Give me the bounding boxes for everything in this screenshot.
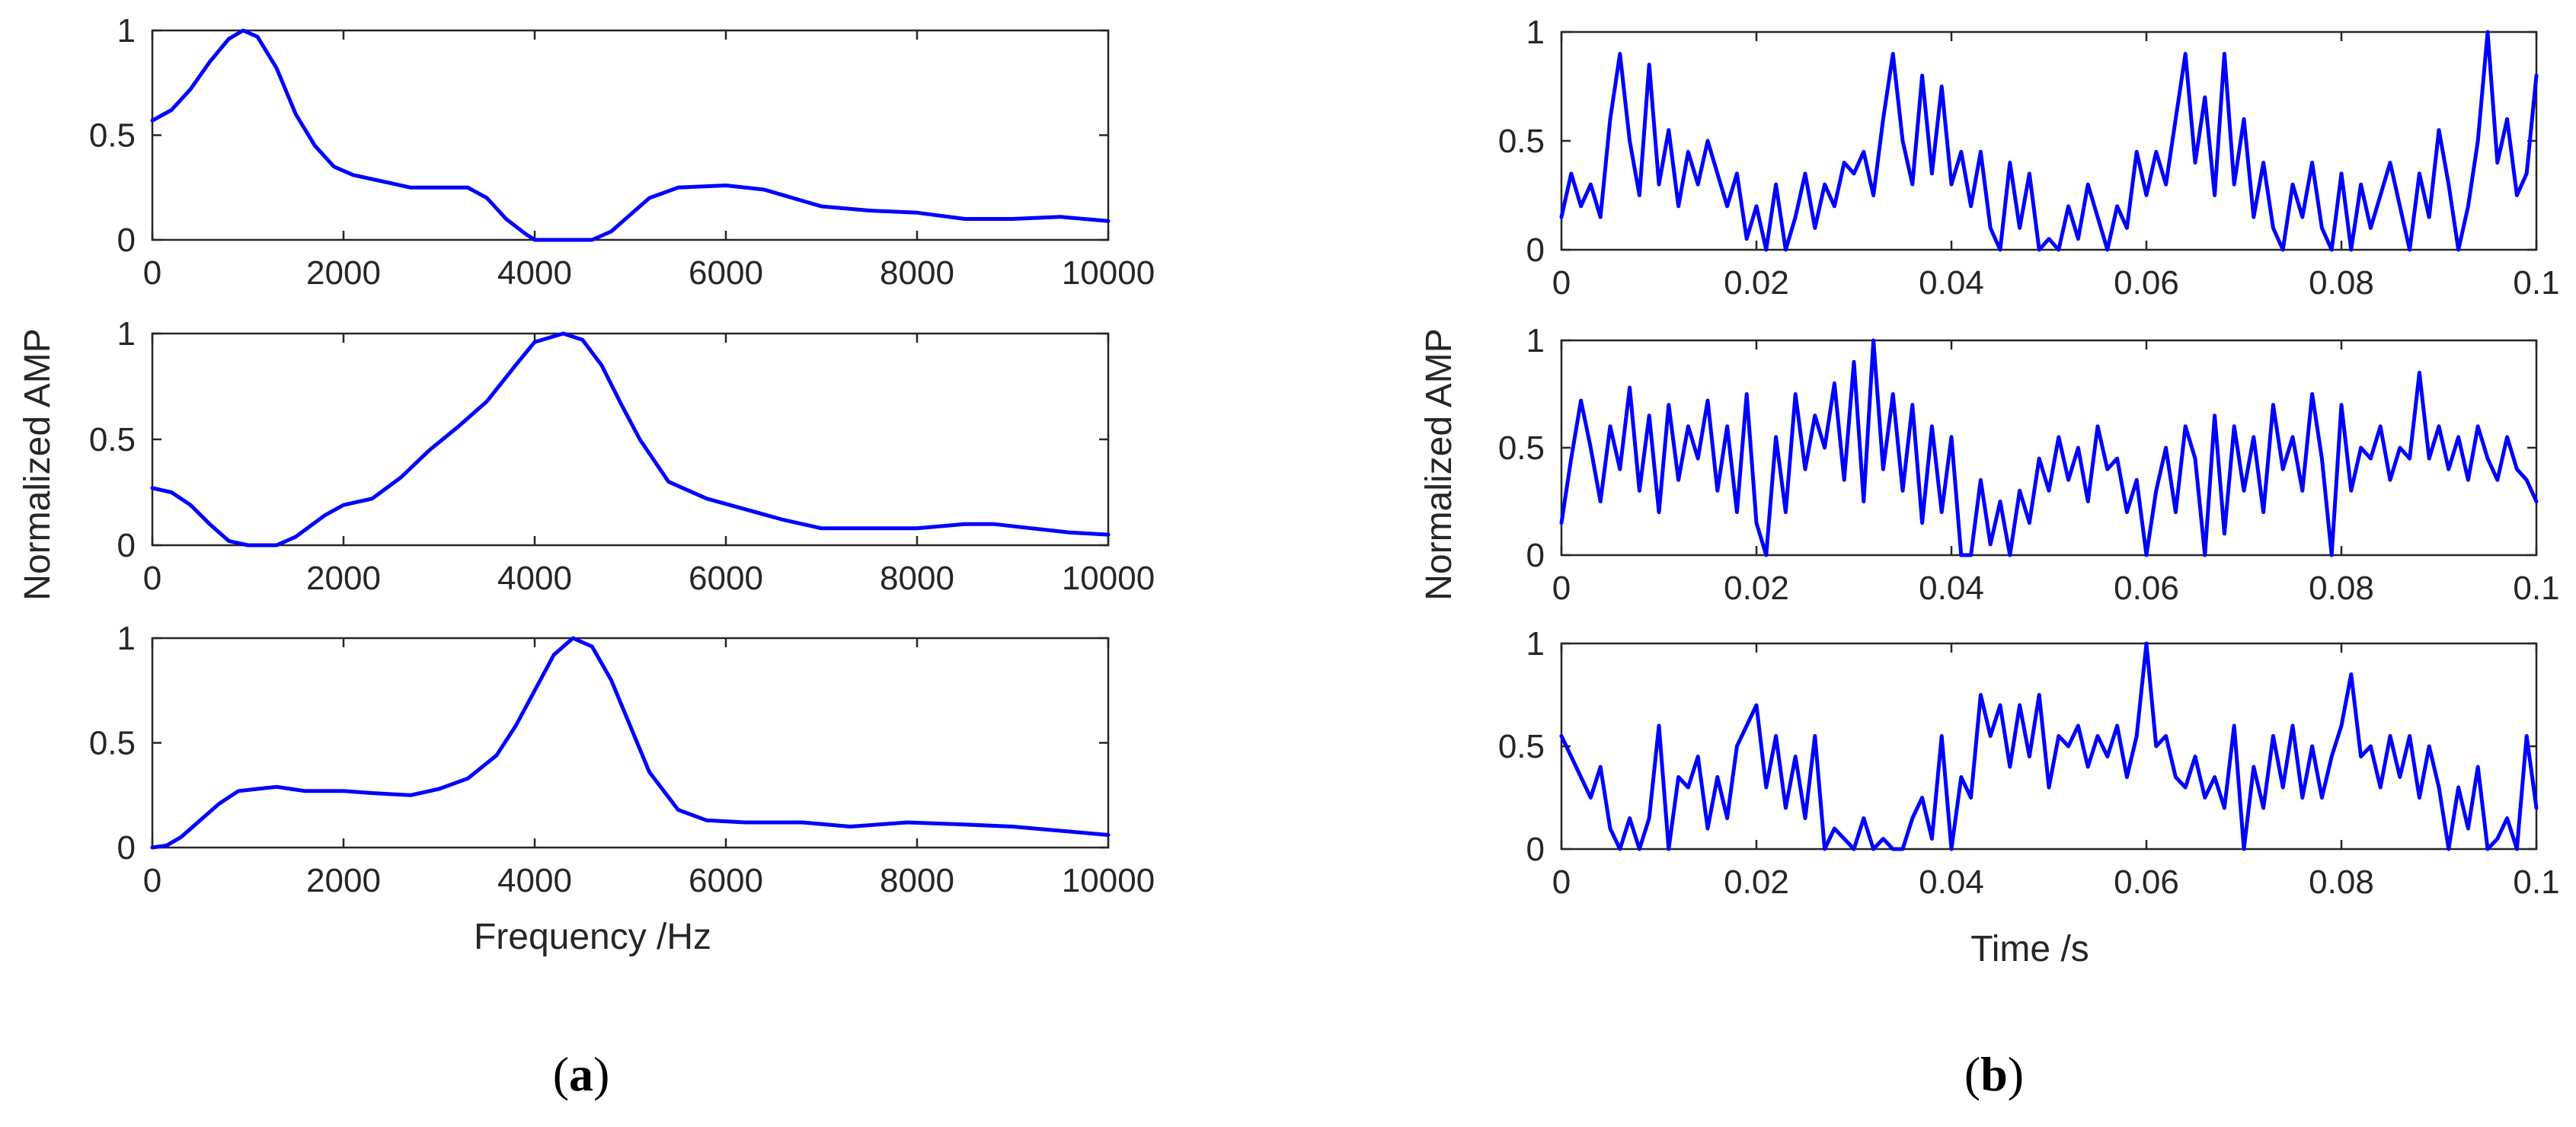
x-tick-label: 8000 — [880, 560, 954, 597]
x-tick-label: 0 — [143, 862, 161, 899]
x-tick-label: 8000 — [880, 254, 954, 292]
x-tick-label: 0 — [1552, 570, 1571, 607]
subplot-a-2: 0 2000 4000 6000 8000 10000 0 0.5 1 — [89, 315, 1155, 597]
y-tick-label: 0 — [1526, 537, 1545, 574]
xlabel-b: Time /s — [1970, 929, 2089, 969]
ylabel-b: Normalized AMP — [1419, 328, 1459, 600]
x-tick-label: 0.02 — [1724, 264, 1789, 302]
y-tick-label: 1 — [1526, 14, 1545, 51]
y-tick-label: 0 — [117, 222, 136, 259]
x-tick-label: 6000 — [689, 254, 763, 292]
x-tick-label: 10000 — [1062, 862, 1155, 899]
xlabel-a: Frequency /Hz — [474, 917, 711, 957]
panel-b-open: ( — [1964, 1047, 1980, 1101]
axes-frame — [151, 332, 1110, 547]
y-tick-label: 1 — [117, 620, 136, 657]
series-line — [150, 331, 1111, 548]
subplot-a-1: 0 2000 4000 6000 8000 10000 0 0.5 1 — [89, 12, 1155, 292]
x-tick-label: 0.06 — [2114, 264, 2179, 302]
subplot-b-2: 0 0.02 0.04 0.06 0.08 0.1 0 0.5 1 — [1498, 322, 2560, 607]
y-tick-label: 0 — [1526, 231, 1545, 269]
y-tick-label: 0.5 — [1498, 429, 1545, 467]
x-tick-label: 6000 — [689, 560, 763, 597]
x-tick-label: 0.04 — [1919, 264, 1984, 302]
x-tick-label: 0 — [143, 254, 161, 292]
y-tick-label: 1 — [117, 315, 136, 353]
panel-b-letter: b — [1980, 1047, 2008, 1101]
x-tick-label: 0.06 — [2114, 864, 2179, 901]
x-tick-label: 0.04 — [1919, 570, 1984, 607]
panel-a-open: ( — [553, 1047, 569, 1101]
x-tick-label: 6000 — [689, 862, 763, 899]
x-tick-label: 4000 — [497, 254, 572, 292]
panel-a-close: ) — [593, 1047, 609, 1101]
x-tick-label: 4000 — [497, 862, 572, 899]
y-tick-label: 0.5 — [89, 117, 136, 155]
y-tick-label: 0.5 — [89, 725, 136, 762]
x-tick-label: 10000 — [1062, 254, 1155, 292]
x-tick-label: 0 — [1552, 864, 1571, 901]
x-tick-label: 2000 — [306, 254, 381, 292]
y-tick-label: 0 — [117, 527, 136, 564]
y-tick-label: 1 — [1526, 322, 1545, 359]
ylabel-a: Normalized AMP — [18, 328, 58, 600]
panel-a-letter: a — [569, 1047, 593, 1101]
axes-frame — [151, 637, 1110, 849]
x-tick-label: 0.06 — [2114, 570, 2179, 607]
panel-b-close: ) — [2008, 1047, 2024, 1101]
y-tick-label: 0 — [1526, 831, 1545, 868]
x-tick-label: 0 — [143, 560, 161, 597]
x-tick-label: 10000 — [1062, 560, 1155, 597]
x-tick-label: 0.08 — [2309, 864, 2374, 901]
x-tick-label: 2000 — [306, 862, 381, 899]
series-line — [1559, 30, 2539, 252]
x-tick-label: 0.02 — [1724, 864, 1789, 901]
axes-frame — [151, 29, 1110, 241]
series-line — [1559, 641, 2539, 851]
y-tick-label: 1 — [117, 12, 136, 49]
y-tick-label: 0 — [117, 829, 136, 867]
series-line — [1559, 338, 2539, 557]
y-tick-label: 0.5 — [89, 421, 136, 458]
series-line — [150, 28, 1111, 242]
x-tick-label: 0 — [1552, 264, 1571, 302]
x-tick-label: 4000 — [497, 560, 572, 597]
x-tick-label: 8000 — [880, 862, 954, 899]
subplot-b-3: 0 0.02 0.04 0.06 0.08 0.1 0 0.5 1 — [1498, 625, 2560, 901]
x-tick-label: 2000 — [306, 560, 381, 597]
subplot-a-3: 0 2000 4000 6000 8000 10000 0 0.5 1 — [89, 620, 1155, 899]
x-tick-label: 0.1 — [2513, 264, 2559, 302]
x-tick-label: 0.08 — [2309, 264, 2374, 302]
panel-label-b: (b) — [1964, 1047, 2024, 1101]
x-tick-label: 0.02 — [1724, 570, 1789, 607]
y-tick-label: 1 — [1526, 625, 1545, 662]
y-tick-label: 0.5 — [1498, 123, 1545, 160]
x-tick-label: 0.08 — [2309, 570, 2374, 607]
axes-frame — [1560, 339, 2538, 557]
panel-label-a: (a) — [553, 1047, 610, 1101]
x-tick-label: 0.1 — [2513, 864, 2559, 901]
x-tick-label: 0.04 — [1919, 864, 1984, 901]
x-tick-label: 0.1 — [2513, 570, 2559, 607]
subplot-b-1: 0 0.02 0.04 0.06 0.08 0.1 0 0.5 1 — [1498, 14, 2560, 302]
series-line — [150, 636, 1111, 850]
y-tick-label: 0.5 — [1498, 728, 1545, 765]
